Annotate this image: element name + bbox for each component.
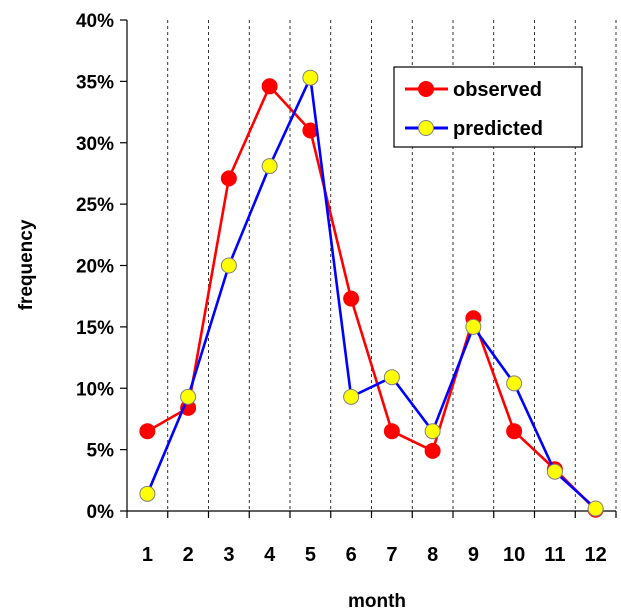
y-tick-label: 15%: [76, 318, 114, 339]
y-tick-label: 30%: [76, 134, 114, 155]
data-series: [139, 69, 604, 518]
x-tick-label: 11: [544, 544, 565, 566]
predicted-point: [506, 375, 523, 392]
observed-point: [343, 290, 360, 307]
x-tick-label: 12: [585, 544, 607, 566]
y-tick-label: 25%: [76, 195, 114, 216]
predicted-point: [139, 485, 156, 502]
x-tick-label: 8: [427, 544, 438, 566]
predicted-series-line: [146, 76, 597, 510]
y-tick-label: 5%: [87, 441, 115, 462]
y-tick-label: 35%: [76, 72, 114, 93]
observed-point: [383, 423, 400, 440]
predicted-point: [424, 423, 441, 440]
predicted-point: [220, 257, 237, 274]
observed-series-line: [146, 84, 597, 511]
observed-point: [261, 78, 278, 95]
y-tick-label: 40%: [76, 11, 114, 32]
x-tick-label: 6: [346, 544, 357, 566]
predicted-point: [465, 318, 482, 335]
y-tick-label: 0%: [87, 502, 115, 523]
legend: observed predicted: [393, 66, 583, 148]
predicted-point: [302, 69, 319, 86]
legend-observed-marker: [418, 81, 434, 97]
y-tick-label: 20%: [76, 257, 114, 278]
x-tick-label: 7: [386, 544, 397, 566]
x-tick-label: 2: [183, 544, 194, 566]
x-tick-label: 10: [503, 544, 525, 566]
predicted-point: [180, 388, 197, 405]
predicted-point: [383, 369, 400, 386]
y-tick-label: 10%: [76, 379, 114, 400]
predicted-point: [587, 500, 604, 517]
observed-point: [220, 170, 237, 187]
legend-predicted-label: predicted: [453, 118, 543, 140]
observed-point: [424, 442, 441, 459]
x-tick-label: 5: [305, 544, 316, 566]
axes: 0%5%10%15%20%25%30%35%40%1 2 3 4 5 6 7 8 9 10 11 12: [76, 11, 617, 566]
predicted-point: [343, 388, 360, 405]
x-tick-label: 9: [468, 544, 479, 566]
y-axis-title: frequency: [16, 219, 37, 310]
x-axis-title: month: [348, 591, 406, 612]
x-tick-label: 1: [142, 544, 153, 566]
predicted-point: [546, 463, 563, 480]
x-tick-label: 4: [264, 544, 276, 566]
predicted-point: [261, 158, 278, 175]
x-tick-label: 3: [223, 544, 234, 566]
legend-predicted-marker: [418, 120, 434, 136]
observed-point: [506, 423, 523, 440]
observed-point: [139, 423, 156, 440]
legend-observed-label: observed: [453, 79, 542, 101]
